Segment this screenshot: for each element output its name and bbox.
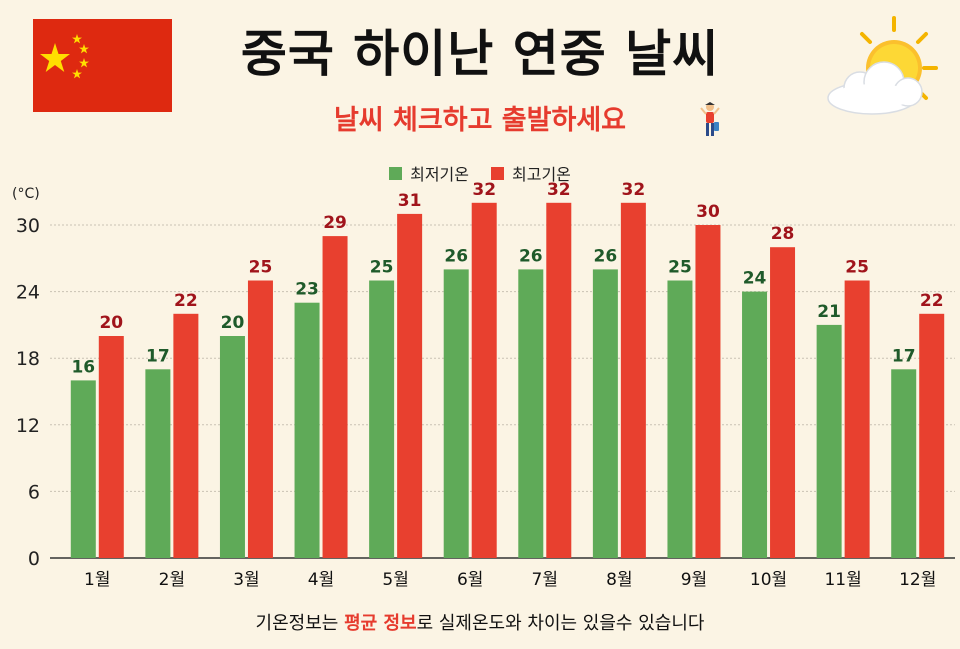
page-title: 중국 하이난 연중 날씨: [240, 25, 720, 83]
bar-low: [667, 280, 693, 558]
footer-note: 기온정보는 평균 정보로 실제온도와 차이는 있을수 있습니다: [0, 609, 960, 635]
subtitle-text: 날씨 체크하고 출발하세요: [333, 105, 627, 136]
data-label-low: 26: [444, 246, 468, 266]
bar-high: [173, 313, 199, 558]
data-label-low: 26: [594, 246, 618, 266]
data-label-high: 32: [472, 180, 496, 200]
bar-high: [546, 202, 572, 559]
legend-swatch-low: [389, 166, 403, 180]
data-label-low: 21: [817, 302, 841, 322]
note-text-1: 기온정보는: [255, 613, 345, 634]
y-tick-label: 30: [16, 215, 40, 237]
bar-low: [742, 291, 768, 558]
data-label-low: 24: [743, 269, 767, 289]
bar-low: [369, 280, 395, 558]
data-label-high: 28: [771, 224, 795, 244]
bar-low: [592, 269, 618, 558]
data-label-low: 23: [295, 280, 319, 300]
x-tick-label: 4월: [308, 570, 334, 590]
y-tick-label: 24: [16, 282, 40, 304]
bar-low: [891, 369, 917, 558]
data-label-high: 25: [845, 258, 869, 278]
traveler-icon: [700, 102, 720, 138]
data-label-low: 17: [146, 346, 170, 366]
data-label-high: 30: [696, 202, 720, 222]
y-unit-label: (°C): [12, 186, 40, 202]
bar-low: [219, 336, 245, 558]
y-tick-label: 6: [28, 481, 40, 503]
bar-high: [98, 336, 124, 558]
data-label-high: 22: [920, 291, 944, 311]
chart-legend: 최저기온 최고기온: [0, 161, 960, 185]
bar-low: [294, 302, 320, 558]
china-flag-icon: [33, 19, 172, 112]
bar-high: [471, 202, 497, 559]
data-label-low: 25: [370, 258, 394, 278]
x-tick-label: 9월: [681, 570, 707, 590]
x-tick-label: 10월: [750, 570, 787, 590]
bar-high: [844, 280, 870, 558]
data-label-low: 16: [71, 357, 95, 377]
bar-low: [816, 324, 842, 558]
data-label-high: 20: [99, 313, 123, 333]
bar-low: [443, 269, 469, 558]
sun-cloud-icon: [822, 12, 942, 122]
y-tick-label: 12: [16, 415, 40, 437]
x-tick-label: 3월: [233, 570, 259, 590]
data-label-high: 31: [398, 191, 422, 211]
data-label-high: 25: [249, 258, 273, 278]
legend-swatch-high: [491, 166, 504, 180]
data-label-high: 32: [622, 180, 646, 200]
legend-label-high: 최고기온: [512, 165, 571, 184]
bar-high: [322, 236, 348, 558]
x-tick-label: 2월: [159, 570, 185, 590]
y-tick-label: 18: [16, 348, 40, 370]
x-tick-label: 5월: [382, 570, 408, 590]
data-label-low: 20: [221, 313, 245, 333]
x-tick-label: 12월: [899, 570, 936, 590]
data-label-high: 22: [174, 291, 198, 311]
data-label-high: 32: [547, 180, 571, 200]
bar-high: [695, 225, 721, 558]
legend-item-low: 최저기온: [389, 161, 469, 185]
data-label-high: 29: [323, 213, 347, 233]
bar-high: [770, 247, 796, 558]
x-tick-label: 6월: [457, 570, 483, 590]
flag-small-star: [72, 69, 82, 79]
y-tick-label: 0: [28, 548, 40, 570]
bar-high: [919, 313, 945, 558]
page-subtitle: 날씨 체크하고 출발하세요: [0, 98, 960, 137]
legend-label-low: 최저기온: [410, 165, 469, 184]
x-tick-label: 1월: [84, 570, 110, 590]
bar-low: [518, 269, 544, 558]
data-label-low: 17: [892, 346, 916, 366]
bar-high: [247, 280, 273, 558]
bar-low: [145, 369, 171, 558]
data-label-low: 26: [519, 246, 543, 266]
x-tick-label: 7월: [532, 570, 558, 590]
flag-small-star: [79, 58, 89, 68]
bar-low: [70, 380, 96, 558]
flag-small-star: [72, 34, 82, 44]
bar-high: [397, 213, 423, 558]
flag-big-star: [40, 43, 70, 72]
x-tick-label: 8월: [606, 570, 632, 590]
data-label-low: 25: [668, 258, 692, 278]
bar-high: [620, 202, 646, 559]
note-text-2: 로 실제온도와 차이는 있을수 있습니다: [416, 613, 705, 634]
x-tick-label: 11월: [824, 570, 861, 590]
legend-item-high: 최고기온: [491, 161, 571, 185]
note-highlight: 평균 정보: [344, 613, 417, 634]
flag-small-star: [79, 44, 89, 54]
